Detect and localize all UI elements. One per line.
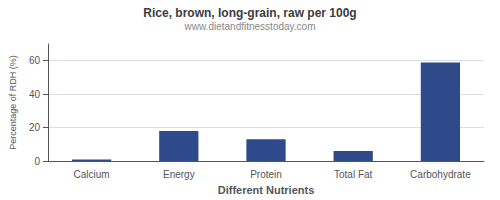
svg-text:40: 40 — [29, 89, 41, 100]
svg-text:Calcium: Calcium — [74, 169, 110, 180]
svg-text:Different Nutrients: Different Nutrients — [218, 184, 315, 196]
svg-text:60: 60 — [29, 55, 41, 66]
svg-text:Total Fat: Total Fat — [334, 169, 373, 180]
svg-text:Carbohydrate: Carbohydrate — [410, 169, 471, 180]
svg-text:20: 20 — [29, 122, 41, 133]
svg-text:Energy: Energy — [163, 169, 195, 180]
svg-text:Protein: Protein — [250, 169, 282, 180]
svg-text:Rice, brown, long-grain, raw p: Rice, brown, long-grain, raw per 100g — [143, 6, 356, 20]
svg-text:Percentage of RDH (%): Percentage of RDH (%) — [8, 55, 18, 150]
svg-text:www.dietandfitnesstoday.com: www.dietandfitnesstoday.com — [184, 21, 316, 32]
svg-text:0: 0 — [34, 156, 40, 167]
